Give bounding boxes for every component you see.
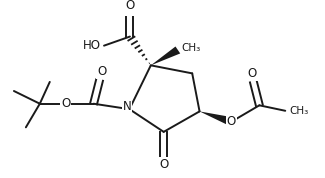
Polygon shape [151,46,180,65]
Text: O: O [159,158,168,171]
Text: O: O [227,115,236,128]
Polygon shape [200,111,233,126]
Text: O: O [125,0,135,12]
Text: CH₃: CH₃ [182,43,201,53]
Text: N: N [123,100,132,113]
Text: O: O [248,67,257,80]
Text: HO: HO [83,39,101,52]
Text: O: O [61,97,70,110]
Text: CH₃: CH₃ [289,106,308,116]
Text: O: O [97,66,106,78]
